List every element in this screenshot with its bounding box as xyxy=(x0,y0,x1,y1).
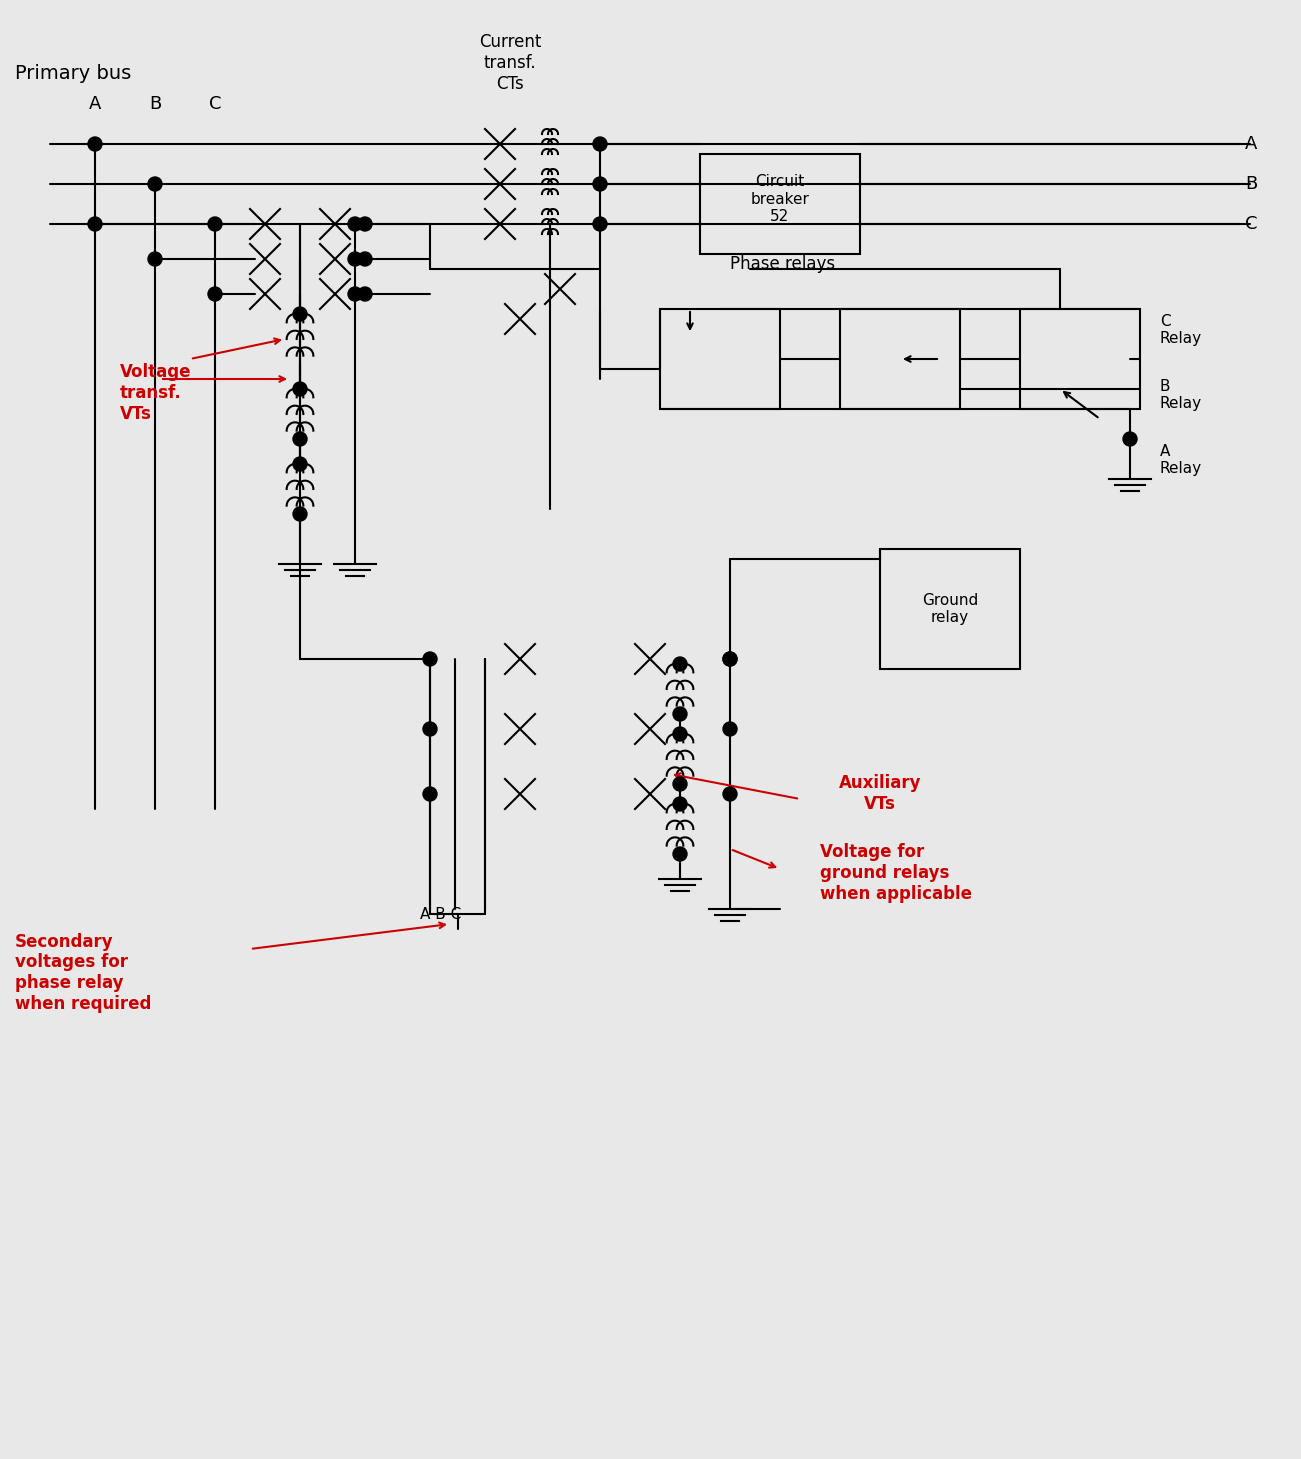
Text: C: C xyxy=(1245,214,1258,233)
Circle shape xyxy=(723,786,736,801)
Circle shape xyxy=(723,652,736,665)
Text: Voltage
transf.
VTs: Voltage transf. VTs xyxy=(120,363,191,423)
Text: A B C: A B C xyxy=(420,907,462,922)
Circle shape xyxy=(723,652,736,665)
Circle shape xyxy=(347,252,362,266)
Circle shape xyxy=(423,786,437,801)
FancyBboxPatch shape xyxy=(660,309,781,409)
Circle shape xyxy=(423,722,437,735)
Text: B
Relay: B Relay xyxy=(1160,379,1202,411)
Circle shape xyxy=(293,382,307,395)
Text: B: B xyxy=(1245,175,1257,193)
Text: Voltage for
ground relays
when applicable: Voltage for ground relays when applicabl… xyxy=(820,843,972,903)
Circle shape xyxy=(293,306,307,321)
FancyBboxPatch shape xyxy=(879,549,1020,670)
Circle shape xyxy=(673,727,687,741)
Circle shape xyxy=(593,137,608,150)
Circle shape xyxy=(673,657,687,671)
Circle shape xyxy=(593,217,608,231)
Circle shape xyxy=(208,287,222,301)
Circle shape xyxy=(347,287,362,301)
Circle shape xyxy=(723,722,736,735)
Text: C: C xyxy=(208,95,221,112)
Circle shape xyxy=(208,217,222,231)
Circle shape xyxy=(88,217,101,231)
Text: Secondary
voltages for
phase relay
when required: Secondary voltages for phase relay when … xyxy=(16,932,151,1013)
Circle shape xyxy=(673,708,687,721)
Text: C
Relay: C Relay xyxy=(1160,314,1202,346)
FancyBboxPatch shape xyxy=(1020,309,1140,409)
Text: Ground
relay: Ground relay xyxy=(922,592,978,626)
Circle shape xyxy=(293,506,307,521)
Text: Circuit
breaker
52: Circuit breaker 52 xyxy=(751,174,809,223)
Circle shape xyxy=(358,252,372,266)
Text: Current
transf.
CTs: Current transf. CTs xyxy=(479,34,541,93)
Circle shape xyxy=(88,137,101,150)
Text: A: A xyxy=(1245,136,1257,153)
Circle shape xyxy=(358,287,372,301)
Text: A: A xyxy=(88,95,101,112)
Circle shape xyxy=(293,457,307,471)
FancyBboxPatch shape xyxy=(700,155,860,254)
Text: Auxiliary
VTs: Auxiliary VTs xyxy=(839,775,921,813)
Text: Primary bus: Primary bus xyxy=(16,64,131,83)
Circle shape xyxy=(593,177,608,191)
FancyBboxPatch shape xyxy=(840,309,960,409)
Text: Phase relays: Phase relays xyxy=(730,255,835,273)
Circle shape xyxy=(673,797,687,811)
Text: A
Relay: A Relay xyxy=(1160,444,1202,477)
Circle shape xyxy=(1123,432,1137,446)
Circle shape xyxy=(673,778,687,791)
Circle shape xyxy=(673,848,687,861)
Circle shape xyxy=(148,177,163,191)
Circle shape xyxy=(347,217,362,231)
Circle shape xyxy=(358,217,372,231)
Circle shape xyxy=(148,252,163,266)
Text: B: B xyxy=(148,95,161,112)
Circle shape xyxy=(423,652,437,665)
Circle shape xyxy=(293,432,307,446)
